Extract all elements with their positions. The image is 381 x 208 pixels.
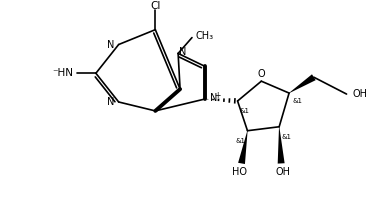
Text: ⁻HN: ⁻HN (53, 68, 74, 78)
Text: HO: HO (232, 167, 247, 177)
Text: N: N (179, 47, 186, 57)
Text: +: + (214, 90, 221, 100)
Text: &1: &1 (235, 138, 245, 144)
Text: OH: OH (352, 89, 368, 99)
Text: N: N (210, 93, 217, 103)
Text: &1: &1 (281, 134, 291, 140)
Text: &1: &1 (240, 108, 250, 114)
Text: Cl: Cl (150, 1, 160, 11)
Text: &1: &1 (292, 98, 302, 104)
Polygon shape (278, 127, 285, 164)
Text: CH₃: CH₃ (196, 31, 214, 41)
Text: O: O (258, 69, 265, 79)
Text: N: N (107, 97, 115, 107)
Text: N: N (107, 40, 115, 50)
Text: OH: OH (275, 167, 291, 177)
Polygon shape (289, 74, 316, 93)
Polygon shape (238, 131, 248, 164)
